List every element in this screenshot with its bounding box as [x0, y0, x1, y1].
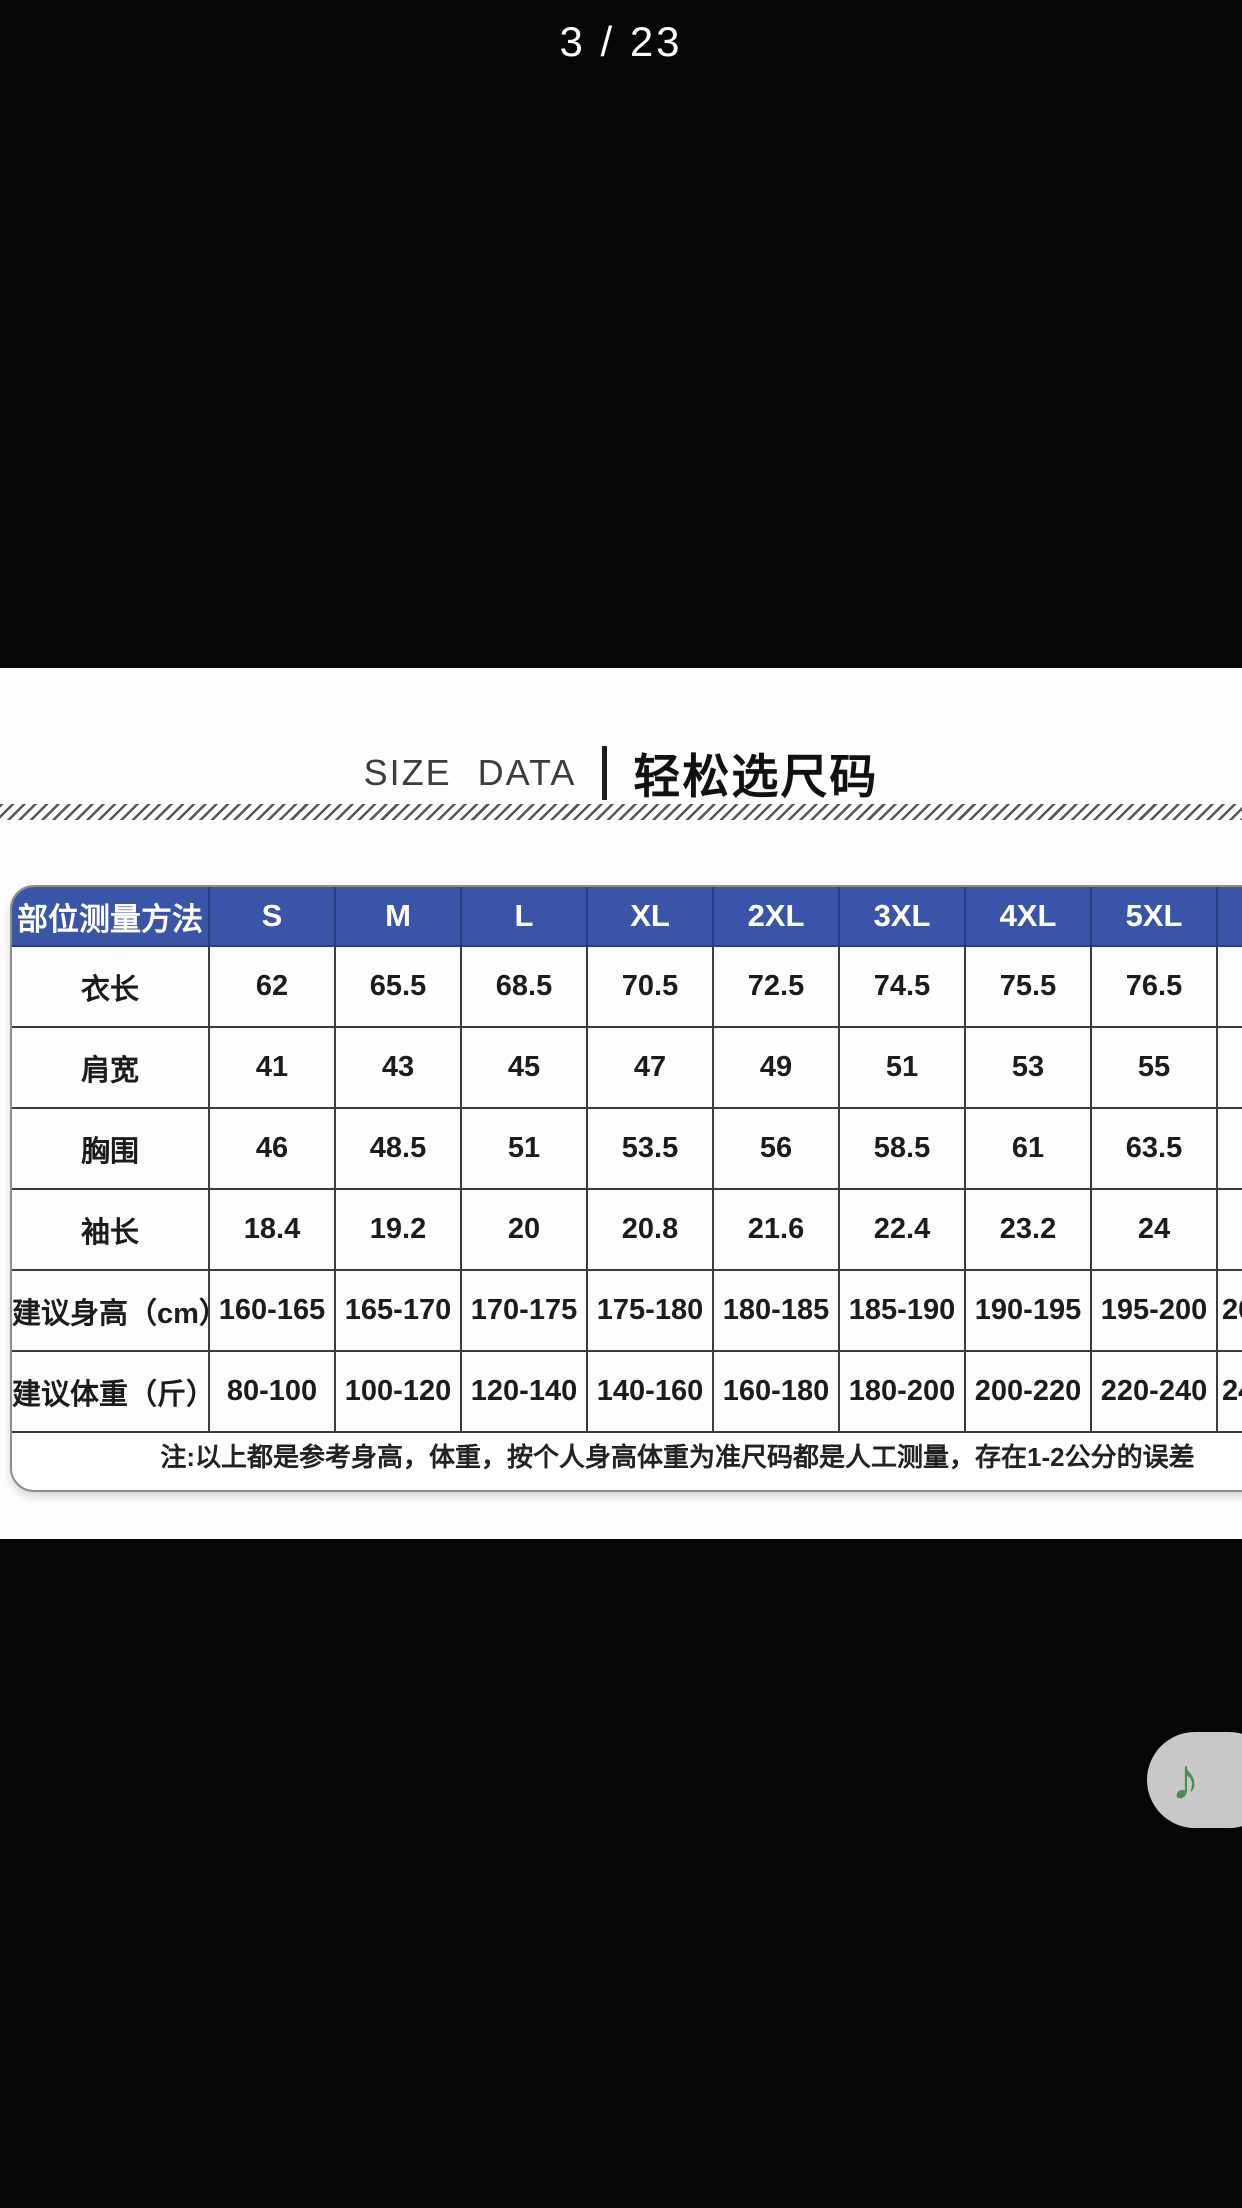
size-cell-partial — [1216, 945, 1242, 1028]
col-header-size: 4XL — [964, 887, 1092, 947]
size-cell: 200-220 — [964, 1350, 1092, 1433]
size-cell: 185-190 — [838, 1269, 966, 1352]
size-cell: 20.8 — [586, 1188, 714, 1271]
size-cell: 165-170 — [334, 1269, 462, 1352]
music-note-icon: ♪ — [1171, 1747, 1200, 1812]
size-cell: 19.2 — [334, 1188, 462, 1271]
size-cell: 68.5 — [460, 945, 588, 1028]
size-cell: 49 — [712, 1026, 840, 1109]
size-cell: 20 — [460, 1188, 588, 1271]
size-cell: 24 — [1090, 1188, 1218, 1271]
size-cell: 56 — [712, 1107, 840, 1190]
size-cell: 74.5 — [838, 945, 966, 1028]
size-cell: 43 — [334, 1026, 462, 1109]
size-cell: 70.5 — [586, 945, 714, 1028]
col-header-size: 3XL — [838, 887, 966, 947]
size-cell: 195-200 — [1090, 1269, 1218, 1352]
size-cell: 160-180 — [712, 1350, 840, 1433]
size-cell: 75.5 — [964, 945, 1092, 1028]
size-cell: 120-140 — [460, 1350, 588, 1433]
table-row: 胸围 46 48.5 51 53.5 56 58.5 61 63.5 — [12, 1107, 1242, 1190]
table-row: 建议身高（cm） 160-165 165-170 170-175 175-180… — [12, 1269, 1242, 1352]
size-cell-partial — [1216, 1026, 1242, 1109]
table-header-row: 部位测量方法 S M L XL 2XL 3XL 4XL 5XL — [12, 887, 1242, 947]
size-cell: 100-120 — [334, 1350, 462, 1433]
section-title-en: SIZE DATA — [363, 751, 577, 793]
table-row: 建议体重（斤） 80-100 100-120 120-140 140-160 1… — [12, 1350, 1242, 1433]
page-indicator: 3 / 23 — [559, 18, 683, 65]
col-header-size: XL — [586, 887, 714, 947]
size-cell: 48.5 — [334, 1107, 462, 1190]
size-cell-partial — [1216, 1188, 1242, 1271]
row-label: 袖长 — [12, 1188, 210, 1271]
size-table: 部位测量方法 S M L XL 2XL 3XL 4XL 5XL 衣长 — [10, 885, 1242, 1492]
col-header-size: L — [460, 887, 588, 947]
row-label: 建议身高（cm） — [12, 1269, 210, 1352]
size-cell: 45 — [460, 1026, 588, 1109]
row-label: 胸围 — [12, 1107, 210, 1190]
size-cell: 62 — [208, 945, 336, 1028]
size-cell: 58.5 — [838, 1107, 966, 1190]
size-cell: 51 — [460, 1107, 588, 1190]
col-header-size: M — [334, 887, 462, 947]
table-row: 袖长 18.4 19.2 20 20.8 21.6 22.4 23.2 24 — [12, 1188, 1242, 1271]
hatch-divider — [0, 804, 1242, 820]
size-cell: 220-240 — [1090, 1350, 1218, 1433]
size-cell: 23.2 — [964, 1188, 1092, 1271]
size-cell: 190-195 — [964, 1269, 1092, 1352]
col-header-size: 2XL — [712, 887, 840, 947]
size-cell: 76.5 — [1090, 945, 1218, 1028]
size-cell: 46 — [208, 1107, 336, 1190]
size-cell: 140-160 — [586, 1350, 714, 1433]
col-header-size: 5XL — [1090, 887, 1218, 947]
size-cell: 63.5 — [1090, 1107, 1218, 1190]
size-cell: 61 — [964, 1107, 1092, 1190]
row-label: 衣长 — [12, 945, 210, 1028]
size-cell: 65.5 — [334, 945, 462, 1028]
size-cell: 180-185 — [712, 1269, 840, 1352]
size-cell: 21.6 — [712, 1188, 840, 1271]
col-header-label: 部位测量方法 — [12, 887, 210, 947]
size-table-grid: 部位测量方法 S M L XL 2XL 3XL 4XL 5XL 衣长 — [12, 887, 1242, 1477]
size-chart-image: SIZE DATA 轻松选尺码 部位测量方法 S M L — [0, 668, 1242, 1539]
title-divider-bar — [602, 745, 608, 800]
col-header-partial — [1216, 887, 1242, 947]
size-cell: 22.4 — [838, 1188, 966, 1271]
size-cell-partial: 20 — [1216, 1269, 1242, 1352]
size-cell: 180-200 — [838, 1350, 966, 1433]
row-label: 建议体重（斤） — [12, 1350, 210, 1433]
size-cell: 18.4 — [208, 1188, 336, 1271]
size-cell-partial: 24 — [1216, 1350, 1242, 1433]
table-note-row: 注:以上都是参考身高，体重，按个人身高体重为准尺码都是人工测量，存在1-2公分的… — [12, 1431, 1242, 1477]
table-note: 注:以上都是参考身高，体重，按个人身高体重为准尺码都是人工测量，存在1-2公分的… — [12, 1431, 1242, 1477]
section-title: SIZE DATA 轻松选尺码 — [0, 738, 1242, 807]
size-cell: 53.5 — [586, 1107, 714, 1190]
size-cell: 175-180 — [586, 1269, 714, 1352]
size-cell: 80-100 — [208, 1350, 336, 1433]
section-title-zh: 轻松选尺码 — [633, 750, 879, 803]
table-row: 衣长 62 65.5 68.5 70.5 72.5 74.5 75.5 76.5 — [12, 945, 1242, 1028]
size-cell: 47 — [586, 1026, 714, 1109]
size-cell: 160-165 — [208, 1269, 336, 1352]
size-cell: 51 — [838, 1026, 966, 1109]
music-button[interactable]: ♪ — [1147, 1732, 1242, 1828]
size-cell: 53 — [964, 1026, 1092, 1109]
col-header-size: S — [208, 887, 336, 947]
size-cell: 55 — [1090, 1026, 1218, 1109]
row-label: 肩宽 — [12, 1026, 210, 1109]
size-cell: 170-175 — [460, 1269, 588, 1352]
table-row: 肩宽 41 43 45 47 49 51 53 55 — [12, 1026, 1242, 1109]
size-cell: 72.5 — [712, 945, 840, 1028]
size-cell-partial — [1216, 1107, 1242, 1190]
size-cell: 41 — [208, 1026, 336, 1109]
